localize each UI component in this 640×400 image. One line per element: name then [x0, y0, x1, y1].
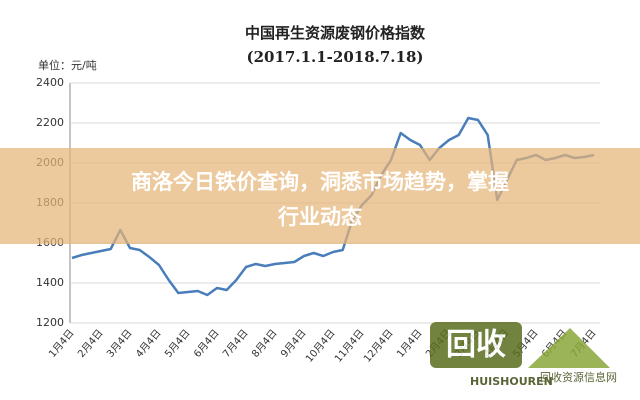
logo-box — [430, 322, 522, 368]
logo-name: HUISHOUREN — [470, 375, 553, 388]
banner-band — [0, 148, 640, 244]
logo-site: 回收资源信息网 — [540, 370, 617, 384]
logo-text: 回收 — [446, 328, 506, 363]
chart-title: 中国再生资源废钢价格指数 — [245, 24, 426, 42]
banner-line: 商洛今日铁价查询，洞悉市场趋势，掌握 — [131, 170, 509, 194]
chart-subtitle: (2017.1.1-2018.7.18) — [247, 48, 424, 66]
unit-label: 单位：元/吨 — [38, 58, 97, 72]
y-tick-label: 2400 — [36, 76, 64, 89]
y-tick-label: 2200 — [36, 116, 64, 129]
watermark: 回收 HUISHOUREN 回收资源信息网 — [430, 322, 617, 388]
logo-shape — [528, 328, 610, 368]
y-tick-label: 1400 — [36, 276, 64, 289]
banner-line: 行业动态 — [277, 205, 362, 229]
y-tick-label: 1200 — [36, 316, 64, 329]
